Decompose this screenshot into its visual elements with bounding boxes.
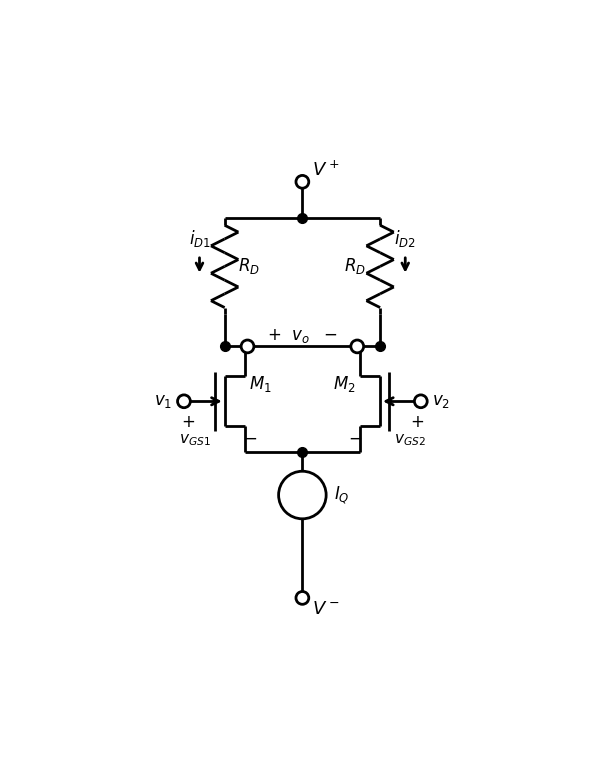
Text: $+\ \ v_o\ \ -$: $+\ \ v_o\ \ -$ xyxy=(267,327,337,344)
Circle shape xyxy=(351,340,363,353)
Text: $i_{D1}$: $i_{D1}$ xyxy=(189,228,211,249)
Text: $-$: $-$ xyxy=(242,429,257,447)
Circle shape xyxy=(178,395,191,408)
Text: $i_{D2}$: $i_{D2}$ xyxy=(394,228,416,249)
Text: $V^-$: $V^-$ xyxy=(312,600,339,618)
Text: $R_D$: $R_D$ xyxy=(345,256,366,276)
Text: $+$: $+$ xyxy=(181,413,195,431)
Text: $-$: $-$ xyxy=(348,429,362,447)
Text: $+$: $+$ xyxy=(409,413,424,431)
Circle shape xyxy=(296,175,309,188)
Circle shape xyxy=(241,340,254,353)
Text: $R_D$: $R_D$ xyxy=(238,256,260,276)
Text: $M_1$: $M_1$ xyxy=(249,374,271,394)
Circle shape xyxy=(414,395,427,408)
Text: $v_2$: $v_2$ xyxy=(432,392,450,410)
Text: $M_2$: $M_2$ xyxy=(333,374,356,394)
Text: $v_{GS1}$: $v_{GS1}$ xyxy=(179,432,211,448)
Text: $V^+$: $V^+$ xyxy=(312,161,339,180)
Circle shape xyxy=(296,591,309,604)
Text: $v_{GS2}$: $v_{GS2}$ xyxy=(394,432,426,448)
Text: $I_Q$: $I_Q$ xyxy=(335,484,350,506)
Text: $v_1$: $v_1$ xyxy=(155,392,172,410)
Circle shape xyxy=(278,471,326,519)
